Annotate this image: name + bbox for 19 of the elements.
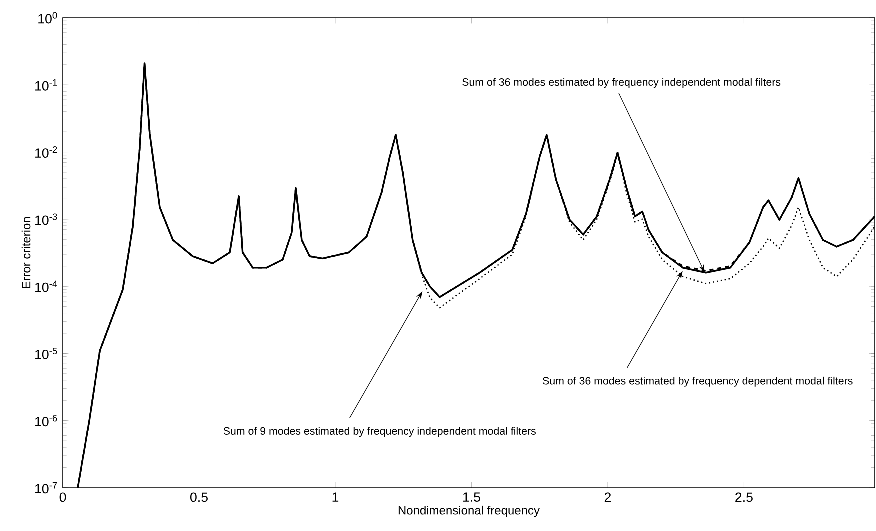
x-tick-label: 2 xyxy=(604,492,612,502)
annotation: Sum of 36 modes estimated by frequency independent modal filters xyxy=(462,78,781,88)
annotation: Sum of 36 modes estimated by frequency dependent modal filters xyxy=(543,376,853,387)
y-tick-label: 10$^{-3}$ xyxy=(36,214,58,226)
x-tick-label: 0.5 xyxy=(190,492,208,502)
x-tick-label: 0 xyxy=(60,492,66,502)
x-axis-title: Nondimensional frequency xyxy=(398,506,540,518)
y-tick-label: 10$^{-5}$ xyxy=(36,348,58,360)
y-tick-label: 10$^{-2}$ xyxy=(36,146,58,158)
x-tick-label: 1.5 xyxy=(463,492,480,502)
y-tick-label: 10$^{-7}$ xyxy=(36,482,58,494)
x-tick-label: 2.5 xyxy=(736,492,753,502)
y-tick-label: 10$^{-1}$ xyxy=(36,79,58,91)
y-tick-label: 10$^{0}$ xyxy=(38,12,58,24)
x-tick-label: 1 xyxy=(332,492,339,502)
annotation: Sum of 9 modes estimated by frequency independent modal filters xyxy=(224,427,536,438)
y-axis-title: Error criterion xyxy=(22,217,31,288)
y-tick-label: 10$^{-4}$ xyxy=(36,280,58,292)
y-tick-label: 10$^{-6}$ xyxy=(36,415,58,427)
